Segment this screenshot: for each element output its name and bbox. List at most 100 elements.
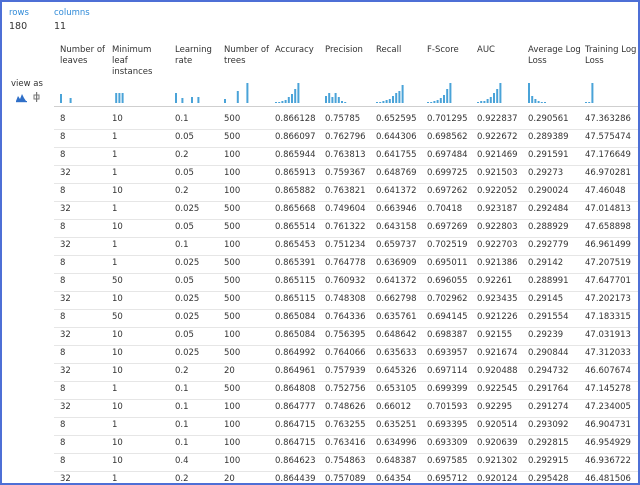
table-cell: 0.291554 — [528, 312, 569, 322]
table-cell: 32 — [60, 474, 71, 484]
table-cell: 0.025 — [175, 294, 200, 304]
table-cell: 47.658898 — [585, 222, 631, 232]
table-cell: 8 — [60, 276, 66, 286]
table-cell: 8 — [60, 438, 66, 448]
histogram-bar — [401, 85, 404, 103]
histogram-bar — [537, 101, 540, 103]
histogram-bar — [477, 102, 479, 103]
table-cell: 0.763255 — [325, 420, 366, 430]
row-divider — [54, 471, 638, 472]
view-icons[interactable] — [15, 91, 47, 103]
table-cell: 32 — [60, 168, 71, 178]
histogram-bar — [197, 97, 200, 103]
histogram-bar — [493, 93, 495, 103]
row-divider — [54, 165, 638, 166]
row-divider — [54, 309, 638, 310]
table-cell: 0.921469 — [477, 150, 518, 160]
table-cell: 0.922545 — [477, 384, 518, 394]
table-cell: 47.312033 — [585, 348, 631, 358]
table-cell: 47.145278 — [585, 384, 631, 394]
histogram-bar — [588, 102, 591, 103]
table-cell: 0.864439 — [275, 474, 316, 484]
histogram-bar — [341, 101, 343, 103]
column-header: Accuracy — [275, 45, 314, 55]
histogram-bar — [496, 89, 499, 103]
table-cell: 10 — [112, 186, 123, 196]
table-cell: 0.652595 — [376, 114, 417, 124]
table-cell: 0.865084 — [275, 312, 316, 322]
table-cell: 0.92295 — [477, 402, 513, 412]
histogram-bar — [489, 97, 492, 103]
histogram-bar — [331, 97, 334, 103]
table-cell: 0.291274 — [528, 402, 569, 412]
table-cell: 0.4 — [175, 456, 189, 466]
table-cell: 0.921226 — [477, 312, 518, 322]
table-cell: 0.922837 — [477, 114, 518, 124]
table-cell: 0.865668 — [275, 204, 316, 214]
table-cell: 0.636909 — [376, 258, 417, 268]
table-cell: 0.865115 — [275, 294, 316, 304]
table-cell: 0.05 — [175, 330, 194, 340]
table-cell: 0.2 — [175, 366, 189, 376]
table-cell: 8 — [60, 186, 66, 196]
column-header: Learning rate — [175, 45, 212, 66]
table-cell: 0.025 — [175, 312, 200, 322]
histogram-bar — [69, 98, 72, 103]
histogram-bar — [224, 99, 226, 103]
column-histograms — [60, 83, 594, 103]
histogram-bar — [287, 97, 290, 103]
table-cell: 0.762796 — [325, 132, 366, 142]
histogram-bar — [294, 89, 297, 103]
table-cell: 0.291591 — [528, 150, 569, 160]
column-header: Recall — [376, 45, 402, 55]
histogram-bar — [480, 101, 483, 103]
table-cell: 0.1 — [175, 240, 189, 250]
table-cell: 46.954929 — [585, 438, 631, 448]
table-cell: 0.921674 — [477, 348, 518, 358]
table-cell: 100 — [224, 168, 241, 178]
table-cell: 0.29145 — [528, 294, 564, 304]
table-cell: 0.05 — [175, 276, 194, 286]
table-cell: 0.292915 — [528, 456, 569, 466]
table-cell: 0.864715 — [275, 438, 316, 448]
table-cell: 0.635633 — [376, 348, 417, 358]
table-cell: 100 — [224, 150, 241, 160]
table-cell: 10 — [112, 366, 123, 376]
histogram-bar — [427, 102, 429, 103]
table-cell: 100 — [224, 186, 241, 196]
table-cell: 0.864961 — [275, 366, 316, 376]
table-cell: 8 — [60, 222, 66, 232]
table-cell: 0.751234 — [325, 240, 366, 250]
table-cell: 20 — [224, 366, 235, 376]
table-cell: 0.921386 — [477, 258, 518, 268]
table-cell: 0.292815 — [528, 438, 569, 448]
table-cell: 0.290561 — [528, 114, 569, 124]
row-divider — [54, 291, 638, 292]
table-cell: 0.288929 — [528, 222, 569, 232]
histogram-bar — [534, 99, 537, 103]
column-header: Average Log Loss — [528, 45, 581, 66]
row-divider — [54, 183, 638, 184]
table-cell: 8 — [60, 114, 66, 124]
histogram-bar — [344, 102, 347, 103]
histogram-bar — [443, 95, 445, 103]
table-cell: 0.702962 — [427, 294, 468, 304]
table-cell: 46.970281 — [585, 168, 631, 178]
table-cell: 0.70418 — [427, 204, 463, 214]
table-cell: 0.922803 — [477, 222, 518, 232]
table-cell: 0.641755 — [376, 150, 417, 160]
histogram-bar — [246, 83, 249, 103]
table-cell: 0.763813 — [325, 150, 366, 160]
table-cell: 1 — [112, 204, 118, 214]
table-cell: 500 — [224, 132, 241, 142]
table-cell: 0.920514 — [477, 420, 518, 430]
table-cell: 47.207519 — [585, 258, 631, 268]
histogram-bar — [395, 93, 398, 103]
table-cell: 10 — [112, 222, 123, 232]
table-cell: 0.864777 — [275, 402, 316, 412]
table-cell: 0.764066 — [325, 348, 366, 358]
histogram-bar — [278, 102, 281, 103]
table-cell: 0.2 — [175, 474, 189, 484]
table-cell: 46.607674 — [585, 366, 631, 376]
table-cell: 0.290844 — [528, 348, 569, 358]
